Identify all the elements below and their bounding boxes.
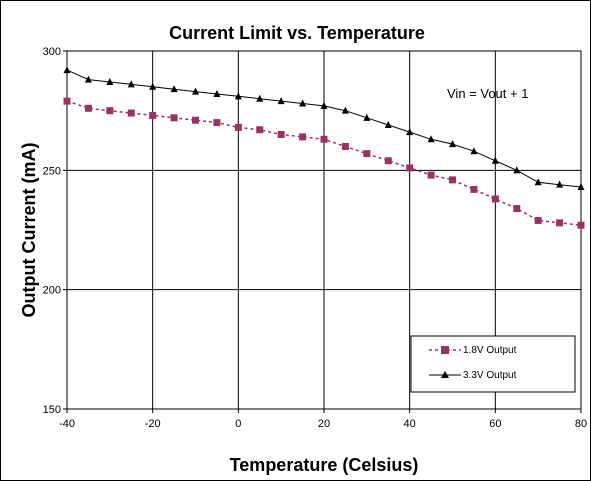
- data-point: [384, 120, 392, 128]
- data-point: [384, 157, 392, 165]
- data-point: [427, 171, 435, 179]
- data-point: [427, 135, 435, 143]
- data-point: [234, 123, 242, 131]
- data-point: [534, 216, 542, 224]
- data-point: [341, 106, 349, 114]
- data-point: [63, 66, 71, 74]
- data-point: [63, 97, 71, 105]
- legend-marker-1: [441, 346, 449, 354]
- data-point: [127, 109, 135, 117]
- chart-title: Current Limit vs. Temperature: [169, 23, 425, 43]
- y-tick-label: 250: [43, 165, 61, 177]
- data-point: [84, 75, 92, 83]
- data-point: [234, 92, 242, 100]
- data-point: [406, 164, 414, 172]
- data-point: [84, 104, 92, 112]
- data-point: [170, 85, 178, 93]
- data-point: [470, 185, 478, 193]
- data-point: [277, 97, 285, 105]
- gridlines: [67, 51, 581, 409]
- axis-ticks: -40 -20 0 20 40 60 80 150 200 250 300: [43, 46, 587, 430]
- data-point: [577, 183, 585, 191]
- y-tick-label: 150: [43, 404, 61, 416]
- data-series: [63, 66, 585, 229]
- data-point: [341, 142, 349, 150]
- data-point: [491, 195, 499, 203]
- data-point: [149, 111, 157, 119]
- data-point: [192, 87, 199, 95]
- legend-box: [410, 335, 576, 393]
- data-point: [149, 82, 157, 90]
- data-point: [556, 219, 564, 227]
- x-axis-title: Temperature (Celsius): [230, 455, 419, 475]
- data-point: [556, 180, 564, 188]
- data-point: [449, 140, 456, 148]
- data-point: [299, 99, 307, 107]
- data-point: [449, 176, 456, 184]
- y-tick-label: 300: [43, 46, 61, 58]
- data-point: [363, 113, 371, 121]
- data-point: [299, 133, 307, 141]
- data-point: [106, 78, 114, 86]
- data-point: [406, 128, 414, 136]
- data-point: [277, 131, 285, 139]
- data-point: [513, 166, 521, 174]
- data-point: [256, 94, 264, 102]
- x-tick-label: 0: [235, 418, 241, 430]
- legend-marker-2: [441, 371, 449, 378]
- data-point: [256, 126, 264, 134]
- data-point: [127, 80, 135, 88]
- data-point: [213, 119, 221, 127]
- data-point: [213, 89, 221, 97]
- data-point: [192, 116, 199, 124]
- x-tick-label: -20: [145, 418, 161, 430]
- legend-label-1: 1.8V Output: [463, 345, 517, 356]
- data-point: [534, 178, 542, 186]
- data-point: [106, 107, 114, 115]
- x-tick-label: 80: [575, 418, 587, 430]
- data-point: [577, 221, 585, 229]
- x-tick-label: -40: [59, 418, 75, 430]
- annotation-text: Vin = Vout + 1: [447, 86, 528, 101]
- legend: 1.8V Output 3.3V Output: [410, 335, 576, 393]
- x-tick-label: 60: [489, 418, 501, 430]
- data-point: [491, 156, 499, 164]
- y-axis-title: Output Current (mA): [19, 143, 39, 318]
- data-point: [170, 114, 178, 122]
- data-point: [320, 135, 328, 143]
- x-tick-label: 20: [318, 418, 330, 430]
- y-tick-label: 200: [43, 285, 61, 297]
- data-point: [363, 150, 371, 158]
- x-tick-label: 40: [404, 418, 416, 430]
- legend-label-2: 3.3V Output: [463, 370, 517, 381]
- data-point: [513, 205, 521, 213]
- data-point: [320, 101, 328, 109]
- data-point: [470, 147, 478, 155]
